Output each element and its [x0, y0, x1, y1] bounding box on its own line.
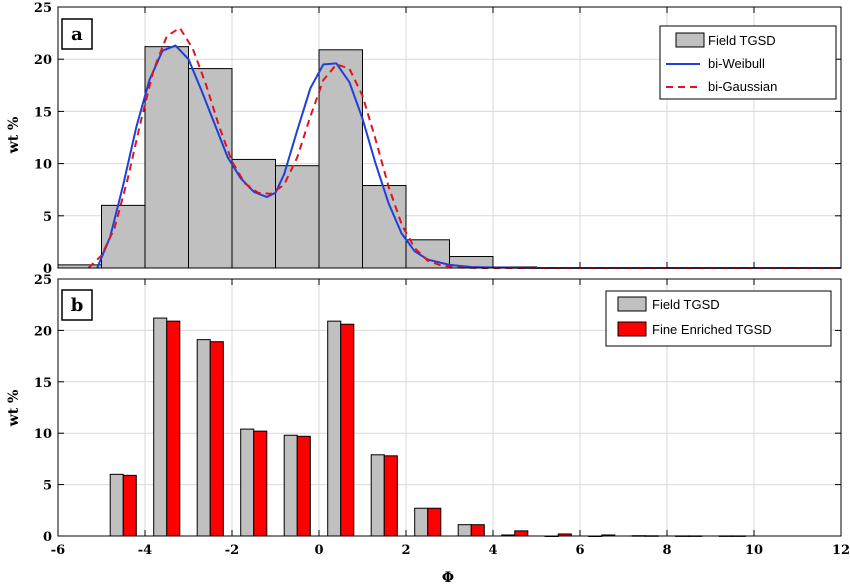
- legend-b-swatch-fine-enriched: [617, 321, 647, 337]
- legend-a-field-tgsd: Field TGSD: [708, 33, 776, 48]
- panel-b-label-box: b: [61, 289, 93, 321]
- panel-b-chart: 0 5 10 15 20 25 -6 -4 -2 0 2 4 6 8 10 12 b wt % Φ Field…: [6, 273, 850, 586]
- field-tgsd-bar: [196, 339, 211, 537]
- y-tick-label: 10: [34, 158, 52, 173]
- field-tgsd-bar: [457, 524, 472, 537]
- panel-a-label: a: [71, 24, 83, 45]
- field-tgsd-bar: [240, 428, 255, 537]
- fine-enriched-bar: [122, 474, 137, 537]
- x-tick-label: -2: [225, 543, 239, 558]
- fine-enriched-bar: [340, 323, 355, 537]
- panel-b-y-axis-label: wt %: [6, 390, 22, 428]
- y-tick-label: 0: [43, 530, 52, 545]
- y-tick-label: 10: [34, 427, 52, 442]
- panel-b-frame: [57, 278, 842, 537]
- panel-b-legend: Field TGSD Fine Enriched TGSD: [605, 290, 832, 347]
- panel-a-label-box: a: [61, 18, 93, 50]
- field-tgsd-bar: [414, 507, 429, 537]
- legend-a-bi-weibull: bi-Weibull: [708, 56, 765, 71]
- panel-a-ticks: 0 5 10 15 20 25: [34, 1, 842, 277]
- x-tick-label: -6: [51, 543, 65, 558]
- panel-a-y-axis-label: wt %: [6, 117, 22, 155]
- x-tick-label: 10: [745, 543, 763, 558]
- histogram-bar: [318, 49, 363, 269]
- legend-b-field-tgsd: Field TGSD: [652, 297, 720, 312]
- fine-enriched-bar: [296, 435, 311, 537]
- x-tick-label: 12: [832, 543, 850, 558]
- series-line-bi-weibull: [96, 44, 841, 269]
- panel-a-histogram: [57, 46, 537, 269]
- x-tick-label: 8: [662, 543, 671, 558]
- y-tick-label: 25: [34, 273, 52, 288]
- fine-enriched-bar: [209, 341, 224, 537]
- panel-a-chart: 0 5 10 15 20 25 a wt % Field TGSD bi-Weibull …: [6, 1, 842, 277]
- legend-a-swatch-field-tgsd: [675, 32, 705, 48]
- y-tick-label: 0: [43, 262, 52, 277]
- field-tgsd-bar: [283, 434, 298, 537]
- y-tick-label: 15: [34, 105, 52, 120]
- field-tgsd-bar: [153, 317, 168, 537]
- panel-a-fit-curves: [87, 26, 841, 269]
- x-tick-label: 0: [314, 543, 323, 558]
- histogram-bar: [275, 165, 320, 269]
- x-tick-label: -4: [138, 543, 152, 558]
- x-tick-label: 2: [401, 543, 410, 558]
- series-line-bi-gaussian: [87, 26, 841, 269]
- field-tgsd-bar: [370, 454, 385, 537]
- fine-enriched-bar: [470, 524, 485, 537]
- legend-a-bi-gaussian: bi-Gaussian: [708, 79, 777, 94]
- legend-b-fine-enriched: Fine Enriched TGSD: [652, 322, 772, 337]
- panel-b-ticks: 0 5 10 15 20 25 -6 -4 -2 0 2 4 6 8 10 12: [34, 273, 850, 558]
- field-tgsd-bar: [109, 473, 124, 537]
- fine-enriched-bar: [383, 455, 398, 537]
- y-tick-label: 15: [34, 376, 52, 391]
- y-tick-label: 20: [34, 53, 52, 68]
- panel-b-bars: [109, 317, 746, 537]
- panel-a-legend: Field TGSD bi-Weibull bi-Gaussian: [659, 25, 837, 100]
- histogram-bar: [144, 46, 189, 269]
- fine-enriched-bar: [514, 530, 529, 537]
- y-tick-label: 5: [43, 479, 52, 494]
- panel-b-label: b: [71, 295, 84, 316]
- fine-enriched-bar: [427, 507, 442, 537]
- y-tick-label: 25: [34, 1, 52, 16]
- y-tick-label: 5: [43, 210, 52, 225]
- panel-a-frame: [57, 6, 842, 269]
- y-tick-label: 20: [34, 324, 52, 339]
- x-tick-label: 4: [488, 543, 497, 558]
- field-tgsd-bar: [327, 320, 342, 537]
- histogram-bar: [101, 204, 146, 269]
- legend-b-swatch-field-tgsd: [617, 296, 647, 312]
- x-tick-label: 6: [575, 543, 584, 558]
- fine-enriched-bar: [166, 320, 181, 537]
- panel-b-x-axis-label: Φ: [442, 570, 454, 586]
- fine-enriched-bar: [253, 430, 268, 537]
